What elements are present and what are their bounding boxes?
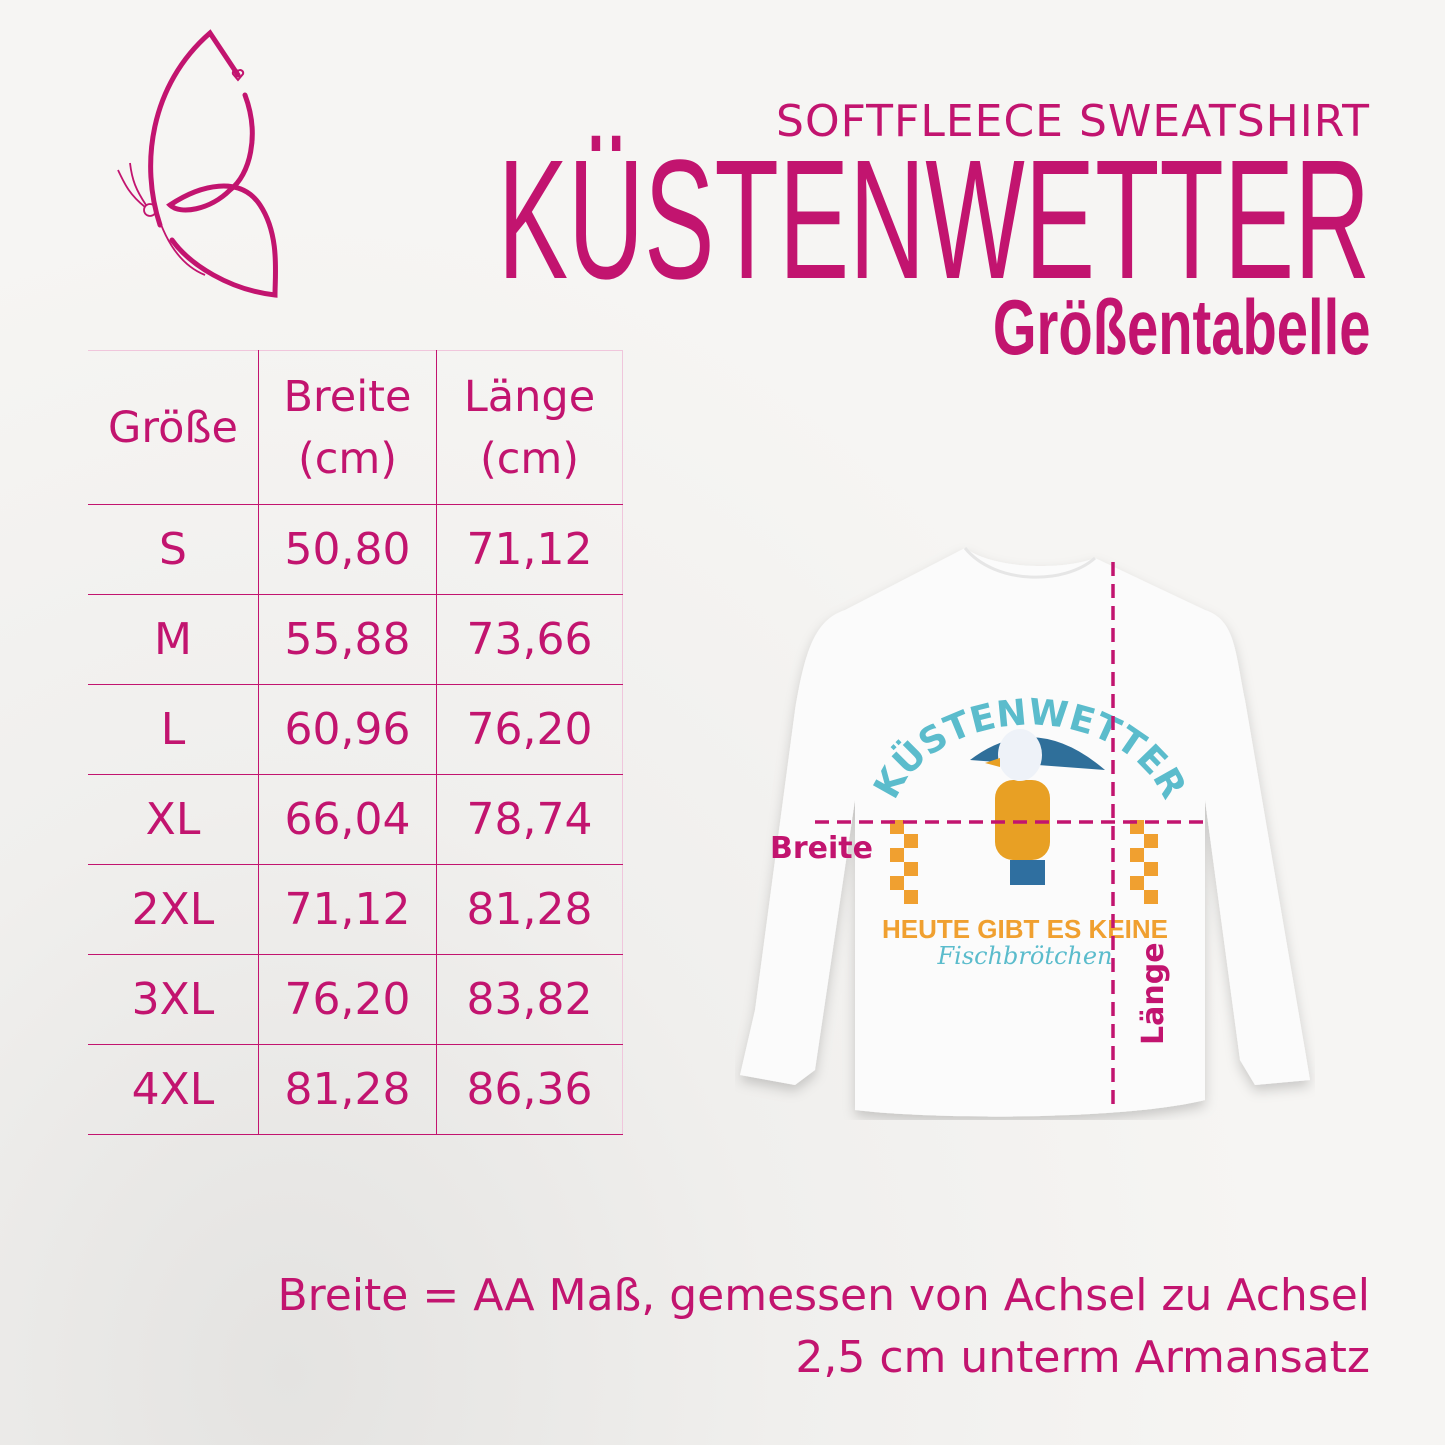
- column-header-size: Größe: [88, 350, 259, 505]
- length-label: Länge: [1136, 942, 1171, 1045]
- cell-width: 76,20: [258, 954, 437, 1045]
- table-row: M 55,88 73,66: [88, 594, 623, 685]
- column-header-length: Länge (cm): [436, 350, 623, 505]
- print-line2: Fischbrötchen: [936, 942, 1112, 970]
- cell-length: 71,12: [436, 504, 623, 595]
- product-subtitle: SOFTFLEECE SWEATSHIRT: [776, 96, 1370, 147]
- cell-size: XL: [88, 774, 259, 865]
- checker-pattern-right: [1130, 820, 1158, 904]
- table-row: L 60,96 76,20: [88, 684, 623, 775]
- note-line-1: Breite = AA Maß, gemessen von Achsel zu …: [277, 1270, 1370, 1321]
- butterfly-logo-icon: [117, 29, 279, 298]
- cell-width: 55,88: [258, 594, 437, 685]
- cell-width: 71,12: [258, 864, 437, 955]
- cell-width: 81,28: [258, 1044, 437, 1135]
- size-table: Größe Breite (cm) Länge (cm) S 50,80 71,12…: [88, 350, 623, 1135]
- table-row: 3XL 76,20 83,82: [88, 954, 623, 1045]
- cell-length: 76,20: [436, 684, 623, 775]
- cell-length: 81,28: [436, 864, 623, 955]
- cell-width: 60,96: [258, 684, 437, 775]
- table-row: XL 66,04 78,74: [88, 774, 623, 865]
- cell-length: 83,82: [436, 954, 623, 1045]
- cell-width: 50,80: [258, 504, 437, 595]
- table-row: 2XL 71,12 81,28: [88, 864, 623, 955]
- note-line-2: 2,5 cm unterm Armansatz: [795, 1332, 1370, 1383]
- cell-size: 4XL: [88, 1044, 259, 1135]
- cell-size: M: [88, 594, 259, 685]
- measurement-note: Breite = AA Maß, gemessen von Achsel zu …: [277, 1265, 1370, 1389]
- page-heading: Größentabelle: [992, 283, 1370, 371]
- cell-width: 66,04: [258, 774, 437, 865]
- cell-length: 78,74: [436, 774, 623, 865]
- column-header-width: Breite (cm): [258, 350, 437, 505]
- print-line1: HEUTE GIBT ES KEINE: [882, 914, 1168, 944]
- width-label: Breite: [770, 831, 873, 866]
- table-row: S 50,80 71,12: [88, 504, 623, 595]
- table-header-row: Größe Breite (cm) Länge (cm): [88, 350, 623, 505]
- cell-size: L: [88, 684, 259, 775]
- cell-size: 3XL: [88, 954, 259, 1045]
- cell-length: 73,66: [436, 594, 623, 685]
- cell-length: 86,36: [436, 1044, 623, 1135]
- seagull-illustration: [970, 729, 1105, 885]
- sweatshirt-diagram: KÜSTENWETTER HEUTE GIBT ES KEINE Fischbr…: [740, 547, 1310, 1117]
- cell-size: 2XL: [88, 864, 259, 955]
- table-row: 4XL 81,28 86,36: [88, 1044, 623, 1135]
- cell-size: S: [88, 504, 259, 595]
- product-title: KÜSTENWETTER: [497, 125, 1370, 315]
